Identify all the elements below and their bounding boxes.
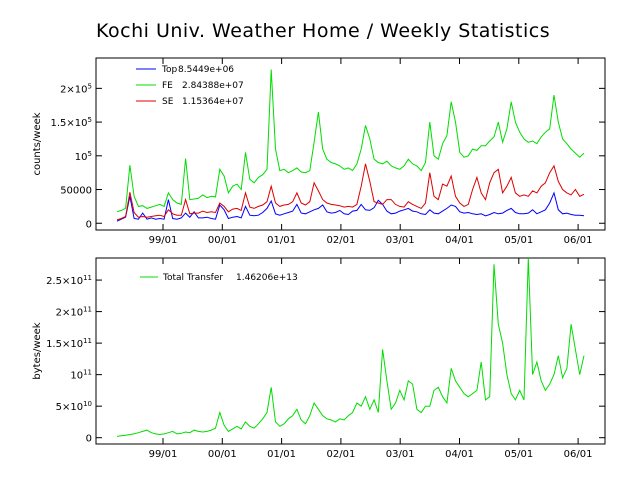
counts-y-tick-label: 105 <box>75 150 92 163</box>
bytes-x-tick-label: 02/01 <box>326 449 355 460</box>
page-title: Kochi Univ. Weather Home / Weekly Statis… <box>96 20 551 42</box>
legend-se-total: 1.15364e+07 <box>182 97 244 107</box>
counts-series-fe-line <box>116 69 585 213</box>
bytes-y-tick-label: 1011 <box>70 369 92 382</box>
counts-x-tick-label: 04/01 <box>445 235 474 246</box>
bytes-y-axis-label: bytes/week <box>32 322 43 379</box>
bytes-y-tick-label: 0 <box>86 434 92 445</box>
legend-fe-total: 2.84388e+07 <box>182 81 244 91</box>
counts-y-tick-label: 50000 <box>60 186 92 197</box>
bytes-series-total-transfer-line <box>116 257 585 437</box>
counts-x-tick-label: 02/01 <box>326 235 355 246</box>
legend-top-total: 8.5449e+06 <box>178 65 234 75</box>
bytes-x-tick-label: 04/01 <box>445 449 474 460</box>
legend-fe-label: FE <box>162 81 173 91</box>
legend-se-label: SE <box>162 97 174 107</box>
bytes-x-tick-label: 01/01 <box>267 449 296 460</box>
legend-total-transfer-total: 1.46206e+13 <box>236 273 298 283</box>
counts-legend: Top 8.5449e+06 FE 2.84388e+07 SE 1.15364… <box>136 65 244 107</box>
counts-y-tick-label: 1.5×105 <box>51 116 92 129</box>
counts-chart: counts/week 99/01 00/01 01/01 02/01 03/01 04/… <box>32 57 606 246</box>
counts-x-tick-label: 06/01 <box>564 235 593 246</box>
bytes-x-tick-label: 06/01 <box>564 449 593 460</box>
bytes-x-tick-label: 00/01 <box>208 449 237 460</box>
bytes-y-tick-label: 1.5×1011 <box>46 337 92 350</box>
bytes-y-tick-label: 2.5×1011 <box>46 274 92 287</box>
counts-y-axis-label: counts/week <box>32 112 43 175</box>
counts-x-tick-label: 00/01 <box>208 235 237 246</box>
counts-x-tick-label: 03/01 <box>386 235 415 246</box>
counts-x-tick-label: 99/01 <box>149 235 178 246</box>
bytes-x-tick-label: 99/01 <box>149 449 178 460</box>
bytes-y-tick-label: 2×1011 <box>56 306 92 319</box>
bytes-chart-frame <box>95 257 606 445</box>
bytes-x-tick-label: 03/01 <box>386 449 415 460</box>
counts-series-se-line <box>116 163 585 221</box>
counts-x-tick-label: 05/01 <box>504 235 533 246</box>
bytes-legend: Total Transfer 1.46206e+13 <box>140 273 298 283</box>
counts-x-tick-label: 01/01 <box>267 235 296 246</box>
bytes-y-tick-label: 5×1010 <box>56 400 92 413</box>
legend-total-transfer-label: Total Transfer <box>162 273 223 283</box>
bytes-x-tick-label: 05/01 <box>504 449 533 460</box>
bytes-chart: bytes/week 99/01 00/01 01/01 02/01 03/01 04/0… <box>32 257 606 460</box>
counts-y-tick-label: 0 <box>86 219 92 230</box>
counts-y-tick-label: 2×105 <box>60 82 92 95</box>
counts-chart-frame <box>95 57 606 231</box>
legend-top-label: Top <box>161 65 177 75</box>
